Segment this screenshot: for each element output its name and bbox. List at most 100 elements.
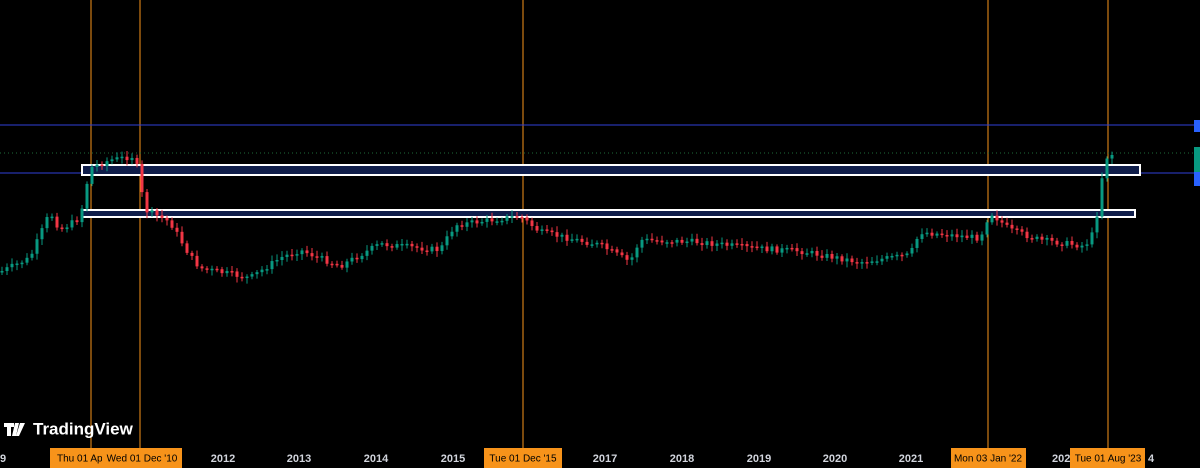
candle-body — [295, 254, 299, 256]
candle-body — [960, 235, 964, 238]
candle-body — [170, 220, 174, 228]
candle-body — [805, 253, 809, 255]
candle-body — [580, 238, 584, 242]
candle-body — [870, 261, 874, 263]
candle-body — [1030, 238, 1034, 240]
candle-body — [35, 239, 39, 254]
candle-body — [670, 242, 674, 244]
candle-body — [60, 227, 64, 230]
candle-body — [355, 257, 359, 260]
candle-body — [1035, 236, 1039, 239]
candle-body — [1080, 245, 1084, 248]
candle-body — [365, 250, 369, 256]
candle-body — [1105, 158, 1109, 179]
date-badge — [1070, 448, 1145, 468]
candle-body — [940, 233, 944, 236]
candle-body — [110, 159, 114, 162]
date-badge — [50, 448, 102, 468]
candle-body — [565, 234, 569, 241]
candle-body — [835, 256, 839, 259]
candle-body — [200, 266, 204, 269]
candle-body — [425, 250, 429, 253]
candle-body — [530, 220, 534, 227]
candle-body — [720, 242, 724, 245]
candle-body — [630, 257, 634, 260]
candle-body — [345, 261, 349, 268]
price-marker — [1194, 172, 1200, 186]
candle-body — [80, 208, 84, 223]
candle-body — [380, 243, 384, 245]
candle-body — [625, 255, 629, 260]
candle-body — [390, 246, 394, 248]
candle-body — [240, 276, 244, 279]
candle-body — [1075, 244, 1079, 248]
candle-body — [305, 250, 309, 254]
date-badge — [951, 448, 1026, 468]
candle-body — [320, 256, 324, 258]
candle-body — [40, 228, 44, 240]
candle-body — [560, 234, 564, 237]
candle-body — [615, 249, 619, 253]
candle-body — [780, 248, 784, 253]
axis-label: 2013 — [287, 453, 311, 465]
candle-body — [1085, 244, 1089, 246]
candle-body — [270, 261, 274, 270]
candle-body — [725, 242, 729, 246]
axis-label: 2020 — [823, 453, 847, 465]
axis-label: 2012 — [211, 453, 235, 465]
candle-body — [795, 248, 799, 252]
candle-body — [90, 166, 94, 184]
candle-body — [335, 263, 339, 266]
axis-label: 2019 — [747, 453, 771, 465]
candle-body — [215, 268, 219, 271]
candle-body — [45, 217, 49, 229]
candle-body — [235, 271, 239, 277]
candle-body — [485, 218, 489, 222]
candle-body — [775, 246, 779, 253]
candle-body — [30, 253, 34, 258]
candle-body — [260, 269, 264, 273]
candle-body — [445, 236, 449, 246]
candle-body — [290, 254, 294, 257]
date-badge — [102, 448, 182, 468]
candle-body — [880, 258, 884, 262]
candle-body — [175, 227, 179, 232]
candle-body — [995, 215, 999, 221]
candle-body — [440, 245, 444, 252]
candle-body — [915, 238, 919, 248]
candle-body — [585, 241, 589, 245]
candle-body — [620, 252, 624, 256]
candle-body — [1015, 228, 1019, 230]
candle-body — [140, 163, 144, 193]
candle-body — [1050, 237, 1054, 241]
candle-body — [705, 241, 709, 246]
candle-body — [245, 276, 249, 279]
candle-body — [800, 251, 804, 255]
candle-body — [955, 234, 959, 238]
candle-body — [830, 254, 834, 259]
candle-body — [100, 164, 104, 167]
candle-body — [535, 226, 539, 231]
candle-body — [460, 225, 464, 227]
candle-body — [825, 254, 829, 258]
candle-body — [980, 234, 984, 241]
candle-body — [690, 238, 694, 242]
candle-body — [435, 246, 439, 252]
candle-body — [540, 229, 544, 231]
candle-body — [1010, 224, 1014, 229]
candle-body — [680, 239, 684, 243]
candle-body — [230, 271, 234, 273]
candle-body — [155, 210, 159, 216]
candle-body — [145, 192, 149, 213]
candle-body — [490, 218, 494, 222]
candle-body — [515, 216, 519, 218]
logo-icon — [4, 423, 25, 436]
candle-body — [695, 238, 699, 244]
candle-body — [765, 246, 769, 252]
candle-body — [510, 216, 514, 218]
candle-body — [165, 217, 169, 221]
candle-body — [935, 233, 939, 236]
candle-body — [850, 258, 854, 263]
candle-body — [595, 242, 599, 245]
axis-label: 2015 — [441, 453, 465, 465]
